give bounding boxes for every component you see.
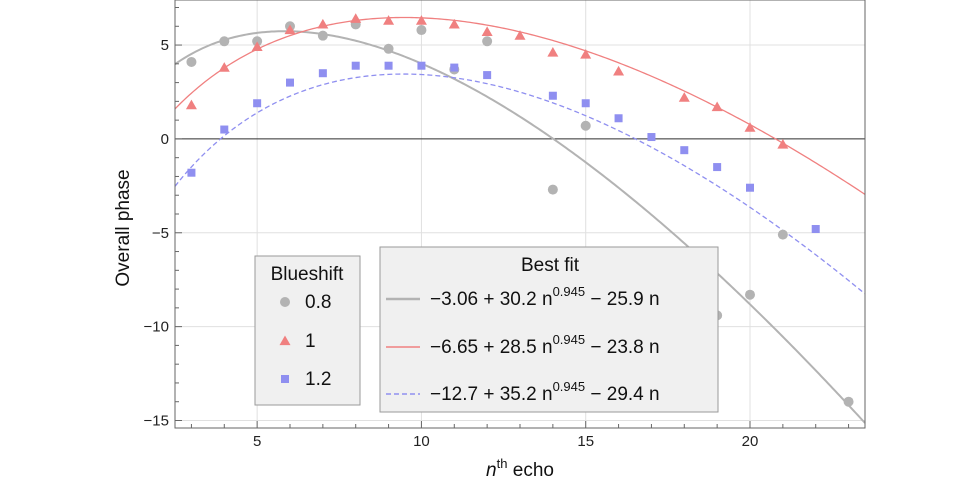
- data-point-1.2: [187, 168, 196, 177]
- data-point-1.2: [746, 183, 754, 192]
- y-tick-label: 5: [161, 37, 169, 54]
- data-point-1: [251, 41, 263, 52]
- x-axis-title-sup: th: [497, 456, 508, 471]
- legend-fit-formula-tail: − 29.4 n: [585, 384, 659, 405]
- legend-fit-formula-exponent: 0.945: [553, 379, 586, 394]
- x-axis-title-rest: echo: [507, 460, 553, 481]
- x-tick-label: 15: [577, 433, 594, 450]
- data-point-0.8: [482, 36, 493, 47]
- data-points: [185, 13, 854, 407]
- data-point-1: [744, 122, 756, 132]
- y-tick-label: −5: [152, 225, 169, 242]
- legend-fit-formula-tail: − 23.8 n: [585, 337, 659, 358]
- plot-frame: [174, 0, 866, 429]
- tick-labels: 5 10 15 20 −15 −10 −5 0 5: [144, 37, 759, 450]
- data-point-1.2: [548, 91, 557, 100]
- legend-fit-formula-main: −6.65 + 28.5 n: [430, 337, 553, 358]
- data-point-1: [777, 139, 789, 149]
- legend-fit-formula: −3.06 + 30.2 n0.945 − 25.9 n: [430, 284, 660, 310]
- legend-fit-formula-exponent: 0.945: [553, 332, 586, 347]
- x-axis-title: nth echo: [486, 456, 554, 481]
- data-point-1.2: [417, 61, 426, 70]
- x-tick-label: 5: [253, 433, 261, 450]
- legend-marker-1: [279, 335, 291, 346]
- data-point-1: [383, 15, 395, 25]
- legend-markers-box: [254, 255, 361, 406]
- legend-fit-formula-main: −3.06 + 30.2 n: [430, 289, 553, 310]
- data-point-1.2: [647, 133, 656, 142]
- legend-markers-title: Blueshift: [271, 264, 345, 285]
- data-point-1.2: [483, 71, 492, 80]
- x-axis-title-n: n: [486, 460, 497, 481]
- data-point-0.8: [383, 43, 394, 54]
- data-point-1.2: [680, 146, 689, 155]
- data-point-1.2: [581, 99, 590, 108]
- data-point-0.8: [745, 289, 755, 300]
- x-tick-label: 20: [742, 433, 759, 450]
- data-point-1.2: [811, 225, 820, 234]
- data-point-1.2: [220, 125, 229, 134]
- data-point-1.2: [253, 99, 262, 108]
- data-point-1: [218, 62, 230, 72]
- fit-curve-1: [174, 16, 866, 195]
- data-point-0.8: [252, 36, 263, 47]
- data-point-1: [613, 65, 625, 76]
- data-point-1: [284, 24, 296, 35]
- legend-fits: Best fit −3.06 + 30.2 n0.945 − 25.9 n−6.…: [379, 246, 719, 413]
- data-point-1.2: [318, 69, 327, 78]
- data-point-1: [448, 18, 460, 29]
- data-point-1: [678, 92, 690, 102]
- legend-fits-title: Best fit: [521, 255, 580, 276]
- data-point-1: [580, 48, 592, 59]
- data-point-0.8: [186, 56, 197, 67]
- data-point-1: [415, 15, 427, 25]
- y-tick-label: −15: [144, 412, 169, 429]
- data-point-1: [514, 30, 526, 40]
- data-point-1: [711, 101, 723, 112]
- legend-fit-formula-exponent: 0.945: [553, 284, 586, 299]
- y-axis-title: Overall phase: [113, 169, 134, 286]
- legend-fit-formula-main: −12.7 + 35.2 n: [430, 384, 553, 405]
- legend-fit-formula: −6.65 + 28.5 n0.945 − 23.8 n: [430, 332, 660, 358]
- data-point-0.8: [843, 396, 854, 407]
- legend-marker-label: 1: [305, 331, 316, 352]
- legend-fits-box: [379, 246, 719, 413]
- data-point-0.8: [317, 30, 328, 41]
- x-tick-label: 10: [413, 433, 430, 450]
- data-point-1: [185, 99, 197, 110]
- data-point-0.8: [580, 120, 591, 131]
- data-point-0.8: [219, 36, 230, 47]
- data-point-1.2: [614, 114, 623, 123]
- data-point-0.8: [416, 25, 427, 36]
- fit-curve-1.2: [174, 73, 866, 295]
- legend-markers: Blueshift 0.8 1 1.2: [254, 255, 361, 406]
- legend-marker-label: 0.8: [305, 292, 331, 313]
- data-point-1.2: [713, 163, 722, 172]
- data-point-0.8: [547, 184, 558, 195]
- legend-marker-0.8: [280, 297, 290, 307]
- legend-fit-formula: −12.7 + 35.2 n0.945 − 29.4 n: [430, 379, 660, 405]
- data-point-1: [547, 47, 559, 57]
- data-point-0.8: [777, 229, 788, 240]
- legend-marker-label: 1.2: [305, 369, 331, 390]
- data-point-1.2: [351, 61, 360, 70]
- y-tick-label: −10: [144, 319, 169, 336]
- data-point-1: [350, 13, 362, 23]
- data-point-1.2: [384, 61, 393, 70]
- data-point-1.2: [450, 63, 459, 72]
- data-point-1: [481, 26, 493, 37]
- data-point-1.2: [286, 78, 294, 87]
- legend-fit-formula-tail: − 25.9 n: [585, 289, 659, 310]
- y-tick-label: 0: [161, 131, 169, 148]
- data-point-1: [317, 18, 329, 29]
- legend-marker-1.2: [281, 375, 289, 383]
